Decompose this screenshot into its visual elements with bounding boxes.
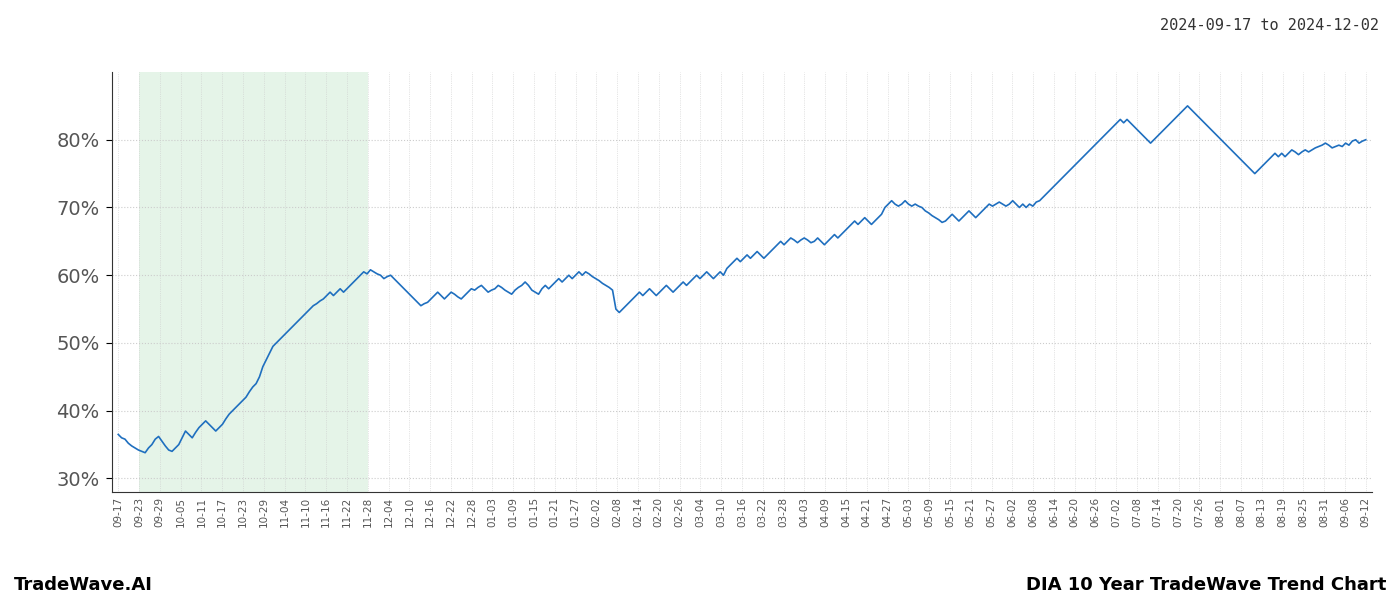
Text: TradeWave.AI: TradeWave.AI	[14, 576, 153, 594]
Bar	[139, 72, 368, 492]
Text: 2024-09-17 to 2024-12-02: 2024-09-17 to 2024-12-02	[1161, 18, 1379, 33]
Text: DIA 10 Year TradeWave Trend Chart: DIA 10 Year TradeWave Trend Chart	[1026, 576, 1386, 594]
